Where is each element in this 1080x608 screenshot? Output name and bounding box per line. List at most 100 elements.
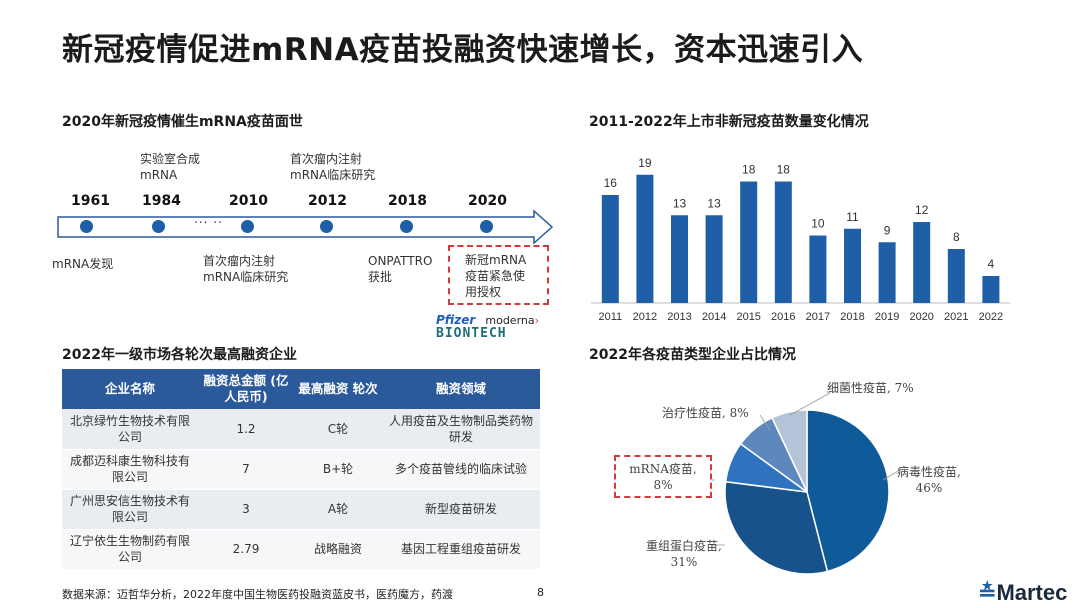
pie-label-viral-pct: 46%: [915, 481, 943, 495]
timeline-dot: [480, 220, 493, 233]
x-tick-label: 2020: [909, 311, 933, 323]
bar-chart: 16 2011 19 2012 13 2013 13 2014 18 2015 18 2016 10 20…: [591, 156, 1011, 323]
highlight-line2: 疫苗紧急使: [465, 269, 526, 283]
bar-value-label: 12: [915, 203, 929, 217]
bar-value-label: 18: [742, 163, 756, 177]
pie-label-recombinant: 重组蛋白疫苗, 31%: [646, 538, 722, 570]
cell-company: 广州思安信生物技术有限公司: [62, 489, 198, 530]
timeline-note-2010-line2: mRNA临床研究: [203, 270, 289, 284]
bar: [844, 228, 861, 303]
bar: [740, 181, 758, 303]
pie-chart: [710, 392, 901, 575]
pie-label-recombinant-pct: 31%: [670, 555, 698, 569]
page-number: 8: [537, 586, 544, 599]
cell-company: 辽宁依生生物制药有限公司: [62, 529, 198, 570]
financing-table: 企业名称 融资总金额 (亿人民币) 最高融资 轮次 融资领域 北京绿竹生物技术有…: [62, 369, 540, 570]
table-header-row: 企业名称 融资总金额 (亿人民币) 最高融资 轮次 融资领域: [62, 369, 540, 409]
timeline-note-2012-line1: 首次瘤内注射: [290, 152, 363, 166]
pie-label-bacterial-name: 细菌性疫苗,: [827, 381, 891, 395]
cell-amount: 7: [198, 449, 294, 490]
x-tick-label: 2019: [875, 311, 899, 323]
moderna-mark-icon: ›: [534, 314, 540, 327]
timeline-year: 2018: [388, 193, 427, 209]
timeline-dot: [80, 220, 93, 233]
pie-label-mrna-name: mRNA疫苗,: [629, 462, 697, 476]
table-row: 北京绿竹生物技术有限公司 1.2 C轮 人用疫苗及生物制品类药物研发: [62, 409, 540, 450]
pie-label-bacterial-pct: 7%: [894, 381, 914, 395]
x-tick-label: 2011: [598, 311, 622, 323]
cell-field: 基因工程重组疫苗研发: [382, 529, 540, 570]
bar-value-label: 8: [953, 230, 960, 244]
timeline-note-1961: mRNA发现: [52, 257, 114, 271]
timeline-heading: 2020年新冠疫情催生mRNA疫苗面世: [62, 114, 303, 130]
timeline-note-1984-line1: 实验室合成: [140, 152, 201, 166]
cell-field: 多个疫苗管线的临床试验: [382, 449, 540, 490]
header-amount: 融资总金额 (亿人民币): [198, 369, 294, 409]
table-row: 成都迈科康生物科技有限公司 7 B+轮 多个疫苗管线的临床试验: [62, 449, 540, 490]
timeline-year: 1961: [71, 193, 110, 209]
bar-value-label: 13: [707, 196, 721, 210]
x-tick-label: 2015: [736, 311, 760, 323]
timeline-note-2012: 首次瘤内注射 mRNA临床研究: [290, 151, 375, 183]
table-row: 广州思安信生物技术有限公司 3 A轮 新型疫苗研发: [62, 489, 540, 530]
pie-slice: [771, 409, 808, 493]
bar: [878, 242, 896, 303]
bar-value-label: 16: [604, 176, 618, 190]
pfizer-logo: Pfizer: [436, 313, 476, 327]
moderna-logo: moderna: [485, 314, 535, 327]
header-round: 最高融资 轮次: [294, 369, 382, 409]
martec-logo: ≛Martec: [978, 580, 1067, 606]
bar: [947, 249, 965, 303]
pie-label-mrna: mRNA疫苗, 8%: [614, 455, 712, 498]
pie-slice: [806, 409, 890, 573]
biontech-logo: BIONTECH: [436, 326, 507, 341]
header-company: 企业名称: [62, 369, 198, 409]
bar-value-label: 19: [638, 156, 652, 170]
timeline-note-2018-line1: ONPATTRO: [368, 254, 433, 268]
bar-value-label: 4: [988, 257, 995, 271]
x-tick-label: 2017: [806, 311, 830, 323]
timeline-dot: [320, 220, 333, 233]
x-tick-label: 2018: [840, 311, 864, 323]
x-tick-label: 2022: [979, 311, 1003, 323]
martec-mark-icon: ≛: [978, 580, 997, 605]
cell-round: C轮: [294, 409, 382, 450]
timeline-note-2010: 首次瘤内注射 mRNA临床研究: [203, 253, 288, 285]
bar: [809, 235, 827, 303]
pie-label-therapeutic-name: 治疗性疫苗,: [662, 406, 726, 420]
bar: [705, 215, 723, 303]
cell-company: 成都迈科康生物科技有限公司: [62, 449, 198, 490]
bar-value-label: 11: [846, 210, 859, 224]
timeline-year: 1984: [142, 193, 181, 209]
timeline-note-2012-line2: mRNA临床研究: [290, 168, 376, 182]
bar-value-label: 9: [884, 223, 891, 237]
pie-leader-line: [882, 469, 901, 481]
header-field: 融资领域: [382, 369, 540, 409]
bar: [913, 222, 931, 303]
pie-label-bacterial: 细菌性疫苗, 7%: [827, 380, 914, 396]
pie-label-recombinant-name: 重组蛋白疫苗,: [646, 539, 722, 553]
timeline-year: 2020: [468, 193, 507, 209]
martec-logo-text: Martec: [996, 580, 1068, 605]
bar-chart-title: 2011-2022年上市非新冠疫苗数量变化情况: [589, 114, 869, 130]
x-tick-label: 2016: [771, 311, 795, 323]
timeline-dot: [400, 220, 413, 233]
pie-leader-line: [759, 414, 771, 431]
timeline-note-2018-line2: 获批: [368, 270, 393, 284]
cell-round: B+轮: [294, 449, 382, 490]
highlight-line3: 用授权: [465, 285, 502, 299]
timeline-dot: [241, 220, 254, 233]
bar-value-label: 18: [777, 163, 791, 177]
cell-company: 北京绿竹生物技术有限公司: [62, 409, 198, 450]
pie-chart-title: 2022年各疫苗类型企业占比情况: [589, 347, 796, 363]
bar: [671, 215, 688, 303]
pie-label-viral-name: 病毒性疫苗,: [897, 465, 961, 479]
data-source: 数据来源：迈哲华分析，2022年度中国生物医药投融资蓝皮书，医药魔方，药渡: [62, 588, 453, 601]
pie-label-viral: 病毒性疫苗, 46%: [897, 464, 961, 496]
cell-amount: 1.2: [198, 409, 294, 450]
x-tick-label: 2012: [633, 311, 657, 323]
timeline-note-1984: 实验室合成 mRNA: [140, 151, 200, 183]
partner-logos: Pfizer moderna›: [436, 309, 539, 328]
pie-leader-line: [789, 392, 831, 416]
cell-field: 人用疫苗及生物制品类药物研发: [382, 409, 540, 450]
